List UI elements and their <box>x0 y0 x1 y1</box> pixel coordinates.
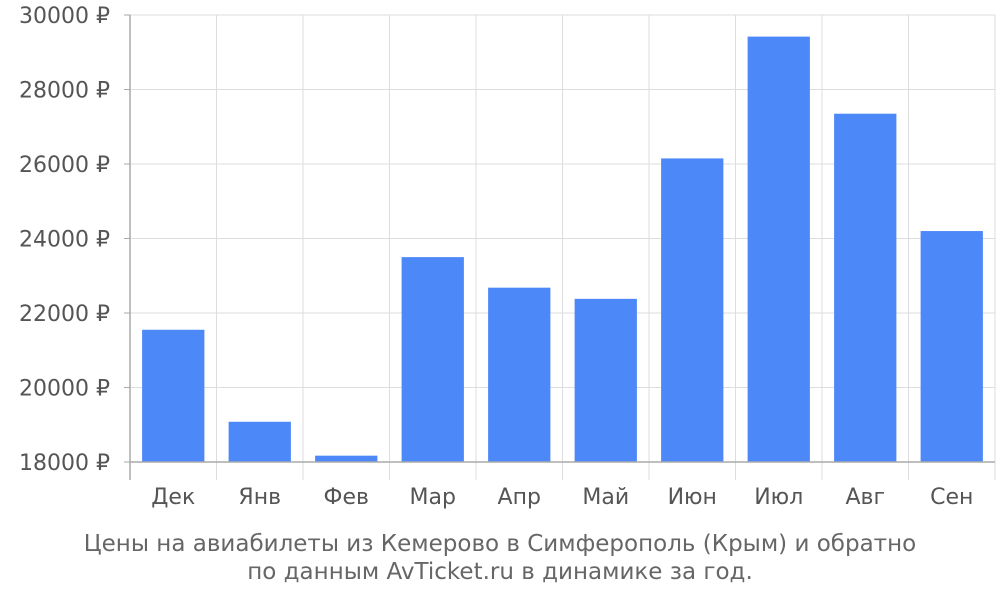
x-tick-label: Фев <box>324 485 369 510</box>
x-tick-label: Дек <box>151 485 195 510</box>
bar-4 <box>401 257 464 462</box>
bar-10 <box>920 231 983 462</box>
y-tick-label: 20000 ₽ <box>19 377 110 402</box>
bar-3 <box>315 455 378 462</box>
y-tick-label: 18000 ₽ <box>19 451 110 476</box>
y-tick-label: 24000 ₽ <box>19 228 110 253</box>
x-tick-label: Янв <box>238 485 281 510</box>
x-tick-label: Мар <box>410 485 456 510</box>
x-tick-label: Сен <box>930 485 973 510</box>
x-tick-label: Май <box>582 485 629 510</box>
bar-layer <box>142 36 983 463</box>
y-tick-label: 22000 ₽ <box>19 302 110 327</box>
y-tick-label: 30000 ₽ <box>19 4 110 29</box>
bar-1 <box>142 329 205 462</box>
x-tick-label: Апр <box>498 485 541 510</box>
bar-5 <box>488 287 551 462</box>
grid-layer <box>130 14 996 480</box>
bar-6 <box>574 298 637 462</box>
caption-line-1: Цены на авиабилеты из Кемерово в Симферо… <box>83 531 917 557</box>
bar-7 <box>661 158 724 462</box>
x-tick-label: Июл <box>754 485 803 510</box>
chart-caption: Цены на авиабилеты из Кемерово в Симферо… <box>0 530 1000 586</box>
y-tick-label: 26000 ₽ <box>19 153 110 178</box>
bar-2 <box>228 421 291 462</box>
axis-layer <box>124 14 995 480</box>
y-tick-label: 28000 ₽ <box>19 79 110 104</box>
bar-9 <box>834 113 897 463</box>
x-tick-label: Авг <box>845 485 885 510</box>
caption-line-2: по данным AvTicket.ru в динамике за год. <box>247 559 753 585</box>
x-tick-label: Июн <box>668 485 717 510</box>
label-layer: 18000 ₽ 20000 ₽ 22000 ₽ 24000 ₽ 26000 ₽ 28000… <box>19 4 973 510</box>
bar-8 <box>747 36 810 462</box>
